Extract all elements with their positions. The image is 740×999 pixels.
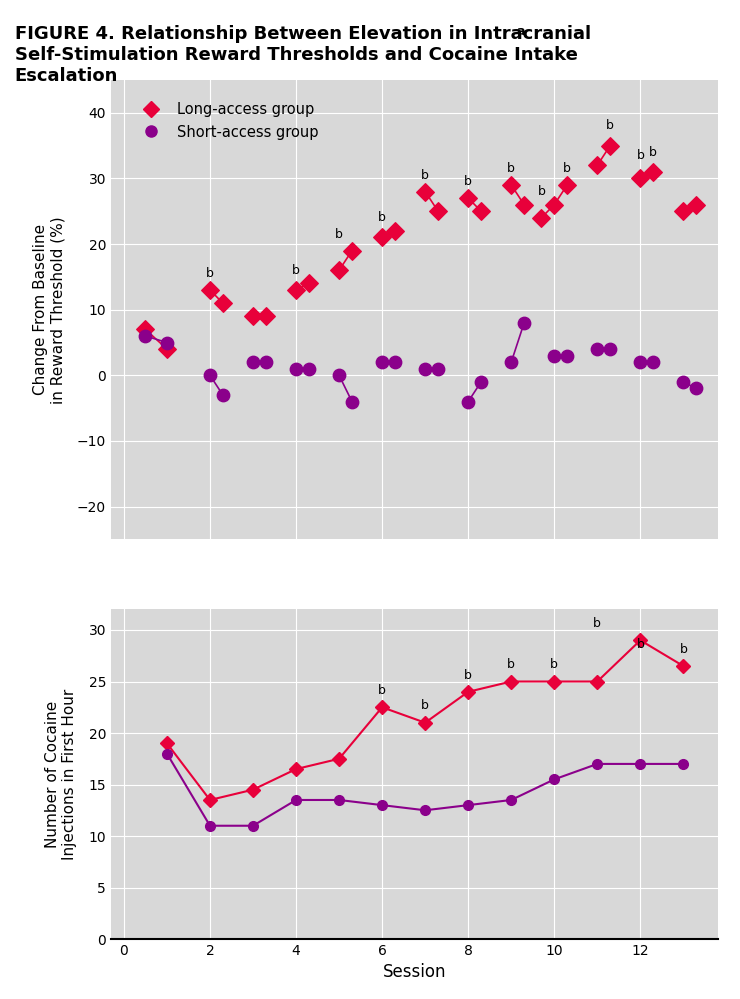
- Point: [389, 223, 401, 239]
- Y-axis label: Number of Cocaine
Injections in First Hour: Number of Cocaine Injections in First Ho…: [45, 688, 78, 860]
- Text: b: b: [679, 642, 687, 655]
- Point: [648, 355, 659, 371]
- Text: b: b: [378, 684, 386, 697]
- Point: [561, 177, 573, 193]
- Point: [140, 328, 152, 344]
- Text: b: b: [551, 658, 558, 671]
- Text: b: b: [537, 185, 545, 198]
- Text: b: b: [508, 658, 515, 671]
- Point: [217, 295, 229, 311]
- Text: b: b: [508, 162, 515, 175]
- Point: [260, 309, 272, 325]
- Text: b: b: [636, 149, 645, 162]
- Point: [648, 164, 659, 180]
- Point: [591, 341, 603, 357]
- Legend: Long-access group, Short-access group: Long-access group, Short-access group: [130, 96, 324, 146]
- Point: [204, 368, 216, 384]
- Point: [333, 263, 345, 279]
- Point: [161, 341, 173, 357]
- Point: [247, 309, 259, 325]
- Point: [634, 171, 646, 187]
- Text: b: b: [636, 637, 645, 650]
- Point: [536, 210, 548, 226]
- Point: [303, 361, 315, 377]
- Y-axis label: Change From Baseline
in Reward Threshold (%): Change From Baseline in Reward Threshold…: [33, 216, 66, 404]
- Point: [420, 361, 431, 377]
- Text: b: b: [292, 264, 300, 277]
- Point: [346, 394, 358, 410]
- Text: b: b: [649, 146, 657, 159]
- Point: [548, 197, 560, 213]
- Point: [548, 348, 560, 364]
- Point: [505, 355, 517, 371]
- Text: b: b: [593, 617, 601, 630]
- Point: [432, 361, 444, 377]
- Point: [591, 157, 603, 173]
- Point: [677, 374, 689, 390]
- Point: [505, 177, 517, 193]
- Text: b: b: [335, 228, 343, 241]
- Point: [303, 276, 315, 292]
- Text: a: a: [517, 25, 525, 38]
- Point: [605, 341, 616, 357]
- Point: [389, 355, 401, 371]
- Point: [677, 203, 689, 219]
- Text: b: b: [464, 175, 472, 188]
- Point: [217, 387, 229, 403]
- Point: [462, 190, 474, 206]
- Point: [140, 322, 152, 338]
- Text: b: b: [421, 169, 429, 182]
- Point: [346, 243, 358, 259]
- Point: [605, 138, 616, 154]
- Text: b: b: [464, 668, 472, 681]
- Text: b: b: [563, 162, 571, 175]
- Text: b: b: [421, 699, 429, 712]
- Point: [247, 355, 259, 371]
- Point: [161, 335, 173, 351]
- Point: [290, 282, 302, 298]
- Point: [690, 381, 702, 397]
- Point: [333, 368, 345, 384]
- Text: b: b: [378, 212, 386, 225]
- Point: [432, 203, 444, 219]
- Point: [260, 355, 272, 371]
- Point: [204, 282, 216, 298]
- Point: [690, 197, 702, 213]
- Point: [420, 184, 431, 200]
- Point: [518, 315, 530, 331]
- Point: [376, 230, 388, 246]
- Point: [290, 361, 302, 377]
- X-axis label: Session: Session: [383, 963, 446, 981]
- Text: FIGURE 4. Relationship Between Elevation in Intracranial
Self-Stimulation Reward: FIGURE 4. Relationship Between Elevation…: [15, 25, 591, 85]
- Text: b: b: [606, 120, 614, 133]
- Point: [475, 203, 487, 219]
- Point: [561, 348, 573, 364]
- Point: [462, 394, 474, 410]
- Point: [634, 355, 646, 371]
- Point: [376, 355, 388, 371]
- Text: b: b: [206, 267, 214, 280]
- Point: [518, 197, 530, 213]
- Point: [475, 374, 487, 390]
